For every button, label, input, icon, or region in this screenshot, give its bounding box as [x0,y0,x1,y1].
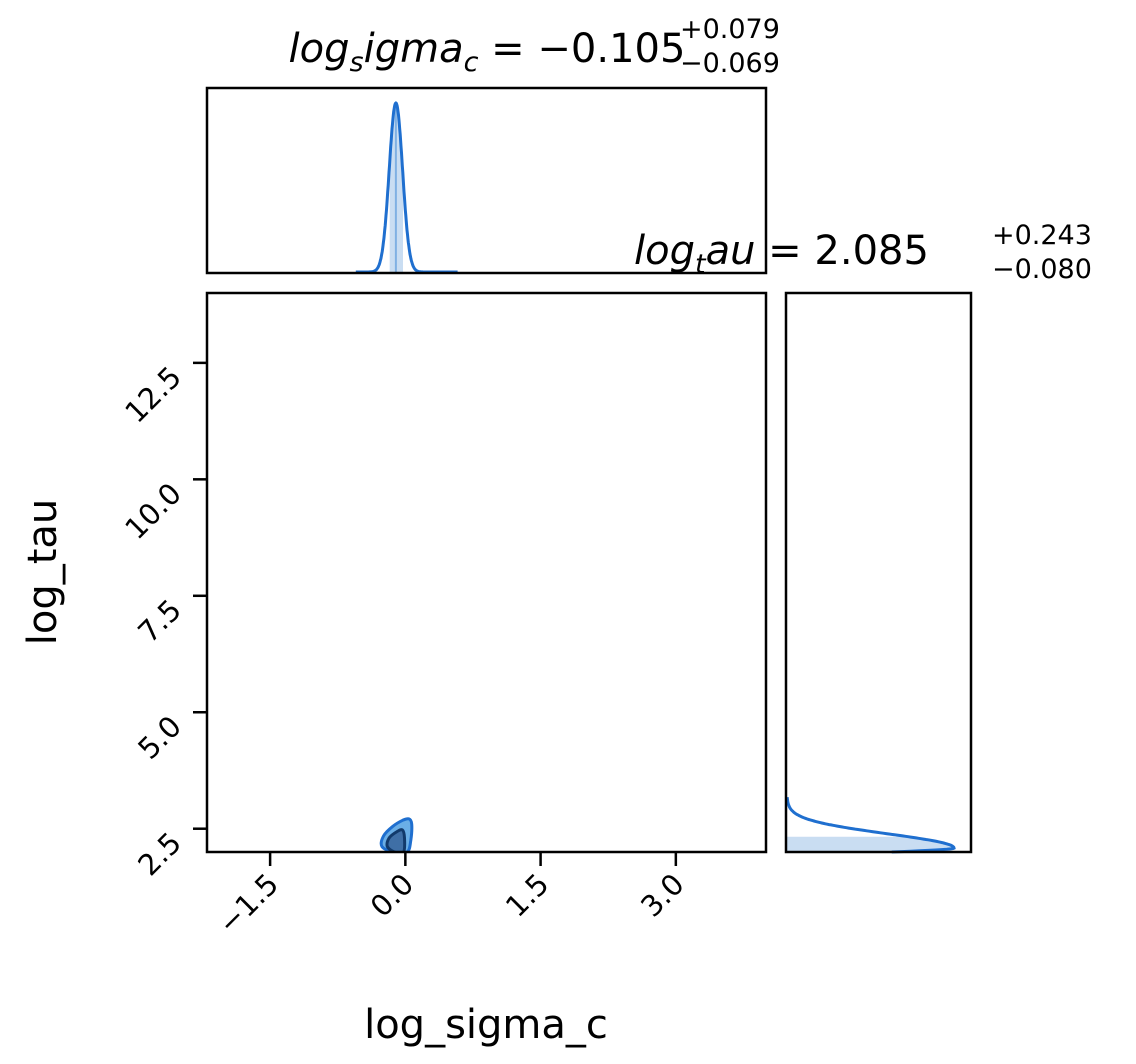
joint-x-ticks: −1.5 0.0 1.5 3.0 [211,852,691,941]
y-tick-label: 10.0 [118,476,188,546]
joint-x-axis-label: log_sigma_c [364,1002,608,1048]
joint-frame [205,291,768,854]
y-tick-label: 12.5 [118,360,188,430]
joint-y-ticks: 2.5 5.0 7.5 10.0 12.5 [118,360,207,882]
marginal-x-title-plus: +0.079 [680,14,780,45]
marginal-x-frame [205,86,768,275]
marginal-x-density-curve [355,101,458,274]
x-tick-label: 3.0 [634,867,691,924]
x-tick-label: 0.0 [364,867,421,924]
marginal-y-title-minus: −0.080 [992,254,1092,285]
marginal-y-panel: logtau = 2.085 +0.243 −0.080 [634,220,1092,854]
marginal-y-title: logtau = 2.085 [634,228,929,280]
x-tick-label: −1.5 [211,867,285,941]
y-tick-label: 2.5 [131,826,188,883]
joint-panel: −1.5 0.0 1.5 3.0 2.5 5.0 7.5 10.0 12.5 log_sigm… [20,291,768,1048]
y-tick-label: 5.0 [131,709,188,766]
marginal-y-frame [784,291,973,854]
marginal-x-panel: logsigmac = −0.105 +0.079 −0.069 [205,14,780,275]
x-tick-label: 1.5 [499,867,556,924]
marginal-y-ci-fill [787,836,954,852]
joint-y-axis-label: log_tau [20,499,66,646]
y-tick-label: 7.5 [131,593,188,650]
marginal-y-density-curve [785,797,956,854]
marginal-x-title: logsigmac = −0.105 [289,26,686,78]
marginal-y-title-plus: +0.243 [992,220,1092,251]
marginal-x-title-minus: −0.069 [680,48,780,79]
